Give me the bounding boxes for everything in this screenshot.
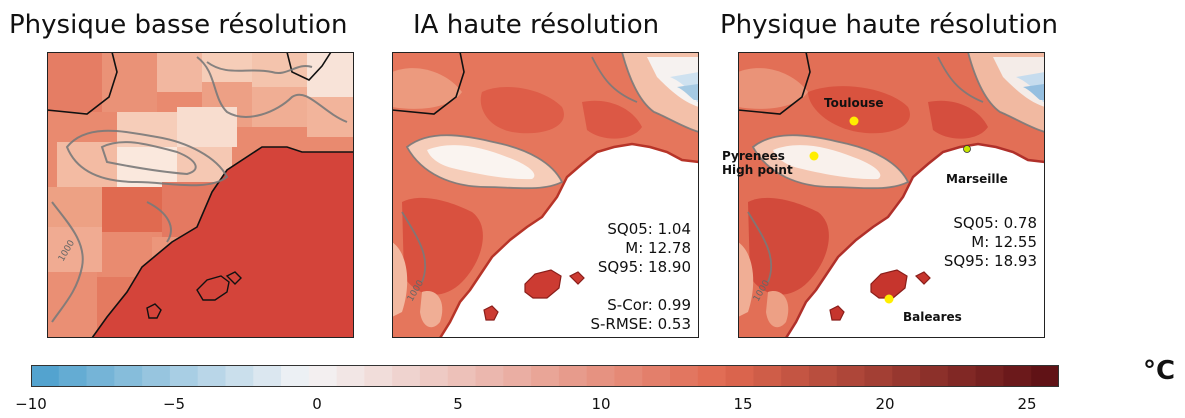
colorbar-cell — [864, 365, 893, 387]
stat-sq95: SQ95: 18.90 — [597, 258, 691, 276]
colorbar-cell — [225, 365, 254, 387]
colorbar-cell — [281, 365, 310, 387]
stat-s-rmse: S-RMSE: 0.53 — [590, 315, 691, 333]
colorbar-cell — [725, 365, 754, 387]
colorbar-cell — [920, 365, 949, 387]
colorbar-tick: 0 — [312, 395, 322, 413]
colorbar-cell — [531, 365, 560, 387]
marseille-marker — [963, 145, 971, 153]
colorbar-tick: −5 — [162, 395, 186, 413]
colorbar-cell — [336, 365, 365, 387]
map-panel-low-res: 1000 — [47, 52, 354, 338]
colorbar-tick: 25 — [1017, 395, 1037, 413]
physics-high-res-map: 1000 — [738, 52, 1045, 338]
baleares-marker — [884, 294, 894, 304]
map-panel-ai-high-res: 1000 SQ05: 1.04 M: 12.78 SQ95: 18.90 S-C… — [392, 52, 699, 338]
colorbar-cell — [31, 365, 60, 387]
colorbar-cell — [419, 365, 449, 387]
stat-mean: M: 12.55 — [971, 233, 1037, 251]
ai-high-res-map: 1000 — [392, 52, 699, 338]
label-baleares: Baleares — [903, 310, 962, 324]
colorbar-cell — [364, 365, 393, 387]
stat-sq05: SQ05: 0.78 — [953, 214, 1037, 232]
colorbar-cell — [586, 365, 616, 387]
stat-mean: M: 12.78 — [625, 239, 691, 257]
colorbar-cell — [836, 365, 866, 387]
physics-stats: SQ05: 0.78 M: 12.55 SQ95: 18.93 — [944, 214, 1037, 271]
stat-sq05: SQ05: 1.04 — [607, 220, 691, 238]
label-pyrenees-line2: High point — [722, 163, 793, 177]
panel-title-ia-haute: IA haute résolution — [413, 10, 660, 40]
colorbar-cell — [253, 365, 282, 387]
ai-stats-top: SQ05: 1.04 M: 12.78 SQ95: 18.90 — [598, 220, 691, 277]
label-toulouse: Toulouse — [824, 96, 884, 110]
colorbar-cell — [197, 365, 227, 387]
colorbar-cell — [1031, 365, 1059, 387]
label-pyrenees-high-point: Pyrenees High point — [722, 149, 793, 177]
colorbar-tick: 5 — [453, 395, 463, 413]
label-pyrenees-line1: Pyrenees — [722, 149, 785, 163]
colorbar-cell — [86, 365, 115, 387]
colorbar-cell — [142, 365, 171, 387]
colorbar-cell — [614, 365, 643, 387]
colorbar-cell — [808, 365, 838, 387]
colorbar-cell — [947, 365, 977, 387]
colorbar-cell — [753, 365, 782, 387]
colorbar-cell — [475, 365, 504, 387]
temperature-colorbar — [31, 365, 1059, 387]
colorbar-cell — [558, 365, 588, 387]
label-marseille: Marseille — [946, 172, 1008, 186]
low-res-map: 1000 — [47, 52, 354, 338]
panel-title-physique-basse: Physique basse résolution — [9, 10, 348, 40]
toulouse-marker — [849, 116, 859, 126]
colorbar-cell — [670, 365, 699, 387]
panel-title-physique-haute: Physique haute résolution — [720, 10, 1058, 40]
colorbar-cell — [58, 365, 88, 387]
colorbar-cell — [1003, 365, 1032, 387]
colorbar-cell — [697, 365, 727, 387]
colorbar-cell — [114, 365, 143, 387]
colorbar-cell — [447, 365, 477, 387]
colorbar-tick: −10 — [15, 395, 47, 413]
colorbar-cell — [975, 365, 1005, 387]
colorbar-cell — [642, 365, 671, 387]
colorbar-cell — [392, 365, 421, 387]
stat-sq95: SQ95: 18.93 — [943, 252, 1037, 270]
colorbar-cell — [503, 365, 532, 387]
colorbar-cell — [169, 365, 199, 387]
colorbar-cell — [308, 365, 338, 387]
colorbar-cell — [781, 365, 810, 387]
colorbar-cell — [892, 365, 921, 387]
ai-stats-bottom: S-Cor: 0.99 S-RMSE: 0.53 — [590, 296, 691, 334]
colorbar-tick: 10 — [591, 395, 611, 413]
colorbar-tick: 20 — [875, 395, 895, 413]
stat-s-cor: S-Cor: 0.99 — [607, 296, 691, 314]
colorbar-unit: °C — [1143, 356, 1176, 386]
map-panel-physics-high-res: 1000 Toulouse Pyrenees High point Marsei… — [722, 52, 1045, 338]
colorbar-tick: 15 — [733, 395, 753, 413]
pyrenees-marker — [809, 151, 819, 161]
